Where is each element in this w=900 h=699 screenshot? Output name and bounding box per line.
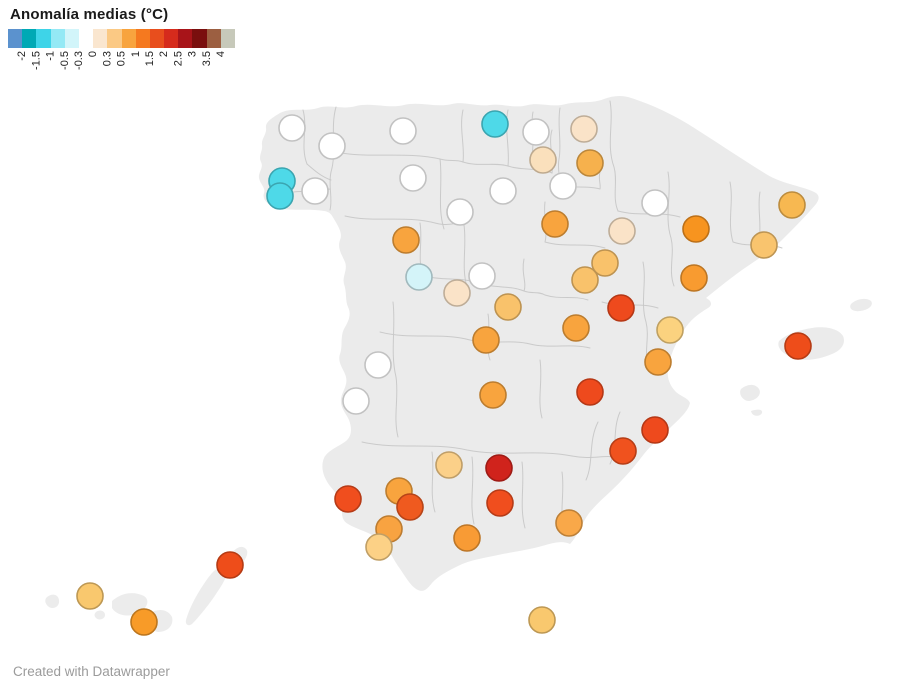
map-symbol[interactable] [453,524,481,552]
legend-tick-label: -2 [16,51,29,61]
legend-swatch [78,29,94,48]
legend-tick-label: 4 [215,51,227,58]
map-symbol[interactable] [522,118,550,146]
map-symbol[interactable] [778,191,806,219]
legend-tick-label: 0.3 [101,51,114,67]
map-symbol[interactable] [481,110,509,138]
map-symbol[interactable] [472,326,500,354]
map-symbol[interactable] [485,454,513,482]
legend-swatch [8,29,23,48]
legend-swatch [164,29,179,48]
map-symbol[interactable] [608,217,636,245]
map-symbol[interactable] [641,416,669,444]
legend-swatch [107,29,122,48]
map-symbol[interactable] [334,485,362,513]
legend-swatch [178,29,193,48]
map-symbol[interactable] [364,351,392,379]
legend-tick-label: -1 [44,51,57,61]
map-symbol[interactable] [76,582,104,610]
la-gomera-shape [94,610,105,620]
map-symbol[interactable] [389,117,417,145]
map-symbol[interactable] [435,451,463,479]
map-symbol[interactable] [342,387,370,415]
legend-swatch [206,29,221,48]
map-symbol[interactable] [392,226,420,254]
map-symbol[interactable] [278,114,306,142]
map-symbol[interactable] [446,198,474,226]
map-symbol[interactable] [541,210,569,238]
legend-title: Anomalía medias (°C) [10,6,169,23]
legend-tick-label: -1.5 [30,51,43,70]
map-symbol[interactable] [607,294,635,322]
legend-tick-label: 0 [87,51,100,58]
map-symbol[interactable] [396,493,424,521]
map-symbol[interactable] [443,279,471,307]
datawrapper-attribution-link[interactable]: Created with Datawrapper [13,664,170,679]
map-symbol[interactable] [609,437,637,465]
legend-tick-label: 3 [186,51,199,58]
spain-mainland-shape [258,95,819,591]
map-symbol[interactable] [216,551,244,579]
legend-swatch [50,29,65,48]
legend-swatch [220,29,235,48]
la-palma-shape [45,594,60,609]
menorca-shape [850,298,872,312]
map-symbol[interactable] [576,149,604,177]
map-symbol[interactable] [680,264,708,292]
map-symbol[interactable] [682,215,710,243]
map-symbol[interactable] [405,263,433,291]
legend-tick-label: 3.5 [200,51,213,67]
legend-swatch [36,29,51,48]
legend-tick-label: 2 [158,51,171,58]
legend-color-scale: -2 -1.5 -1 -0.5 -0.3 0 0.3 0.5 1 1.5 2 2.5 3 3.5 4 [8,29,240,92]
legend-swatch [149,29,165,48]
legend-tick-label: 0.5 [115,51,128,67]
legend-tick-label: -0.3 [73,51,85,70]
map-symbol[interactable] [641,189,669,217]
map-symbol[interactable] [479,381,507,409]
map-symbol[interactable] [266,182,294,210]
legend-tick-labels: -2 -1.5 -1 -0.5 -0.3 0 0.3 0.5 1 1.5 2 2.5 3 3.5 4 [8,48,240,92]
legend-swatches [8,29,240,48]
map-symbol[interactable] [399,164,427,192]
map-symbol[interactable] [656,316,684,344]
legend-swatch [64,29,79,48]
map-symbol[interactable] [318,132,346,160]
map-symbol[interactable] [301,177,329,205]
map-symbol[interactable] [529,146,557,174]
map-symbol[interactable] [562,314,590,342]
map-symbol[interactable] [750,231,778,259]
legend-swatch [22,29,37,48]
map-symbol[interactable] [494,293,522,321]
legend-swatch [192,29,207,48]
legend-tick-label: 1 [129,51,142,58]
legend-swatch [121,29,136,48]
map-symbol[interactable] [644,348,672,376]
map-symbol[interactable] [486,489,514,517]
map-symbol[interactable] [571,266,599,294]
legend-swatch [135,29,150,48]
map-symbol[interactable] [549,172,577,200]
land-layer [45,95,872,632]
map-symbol[interactable] [555,509,583,537]
map-symbol[interactable] [784,332,812,360]
fuerteventura-shape [185,566,228,626]
map-symbol[interactable] [468,262,496,290]
map-symbol[interactable] [570,115,598,143]
ibiza-shape [740,384,760,401]
symbol-layer [76,110,812,636]
legend-tick-label: -0.5 [58,51,71,70]
map-symbol[interactable] [591,249,619,277]
map-symbol[interactable] [365,533,393,561]
formentera-shape [751,409,763,416]
legend-tick-label: 1.5 [144,51,156,67]
map-symbol[interactable] [576,378,604,406]
map-symbol[interactable] [130,608,158,636]
legend-tick-label: 2.5 [172,51,185,67]
map-symbol[interactable] [489,177,517,205]
map-symbol[interactable] [528,606,556,634]
legend-swatch [93,29,108,48]
